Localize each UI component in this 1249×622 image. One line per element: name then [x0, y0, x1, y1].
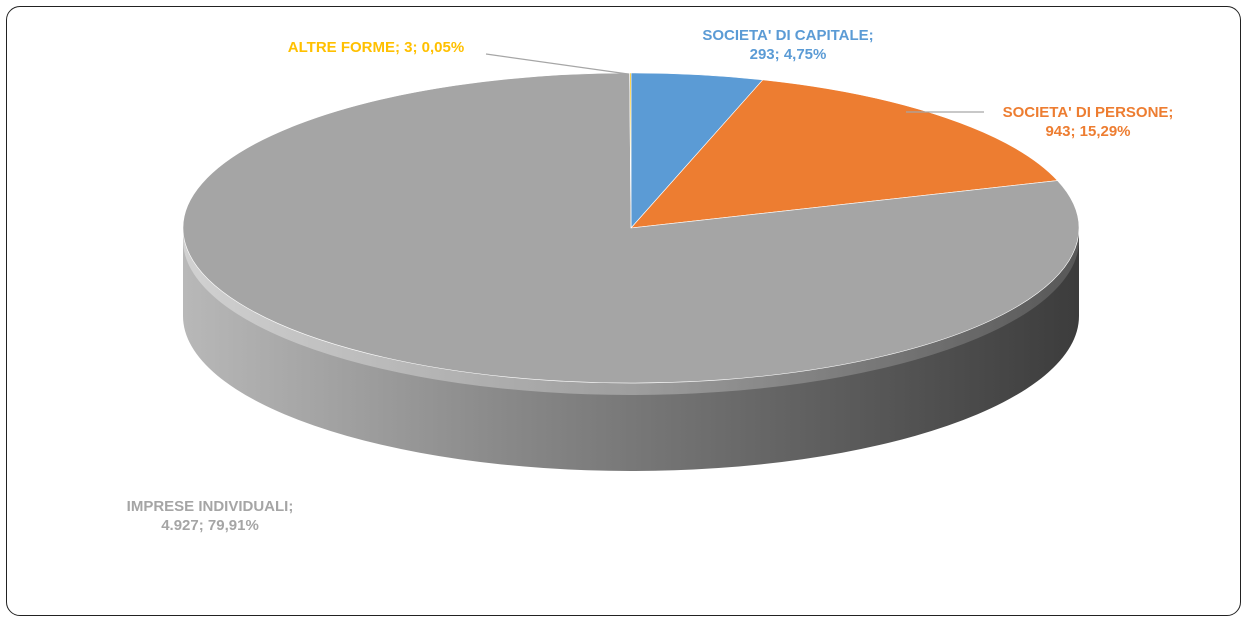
- data-label-societa-di-persone-line2: 943; 15,29%: [1045, 123, 1130, 140]
- pie-side-wall: [183, 228, 1079, 471]
- data-label-altre-forme-line1: ALTRE FORME; 3; 0,05%: [288, 39, 464, 56]
- pie-slice-altre-forme: [629, 72, 632, 229]
- data-label-imprese-individuali-line1: IMPRESE INDIVIDUALI;: [127, 498, 294, 515]
- pie-slice-societa-di-persone: [630, 79, 1059, 229]
- data-label-societa-di-capitale-line1: SOCIETA' DI CAPITALE;: [702, 27, 873, 44]
- data-label-societa-di-capitale-line2: 293; 4,75%: [750, 46, 827, 63]
- leader-line-altre-forme: [485, 53, 629, 75]
- data-label-societa-di-persone-line1: SOCIETA' DI PERSONE;: [1003, 104, 1174, 121]
- data-label-imprese-individuali-line2: 4.927; 79,91%: [161, 517, 259, 534]
